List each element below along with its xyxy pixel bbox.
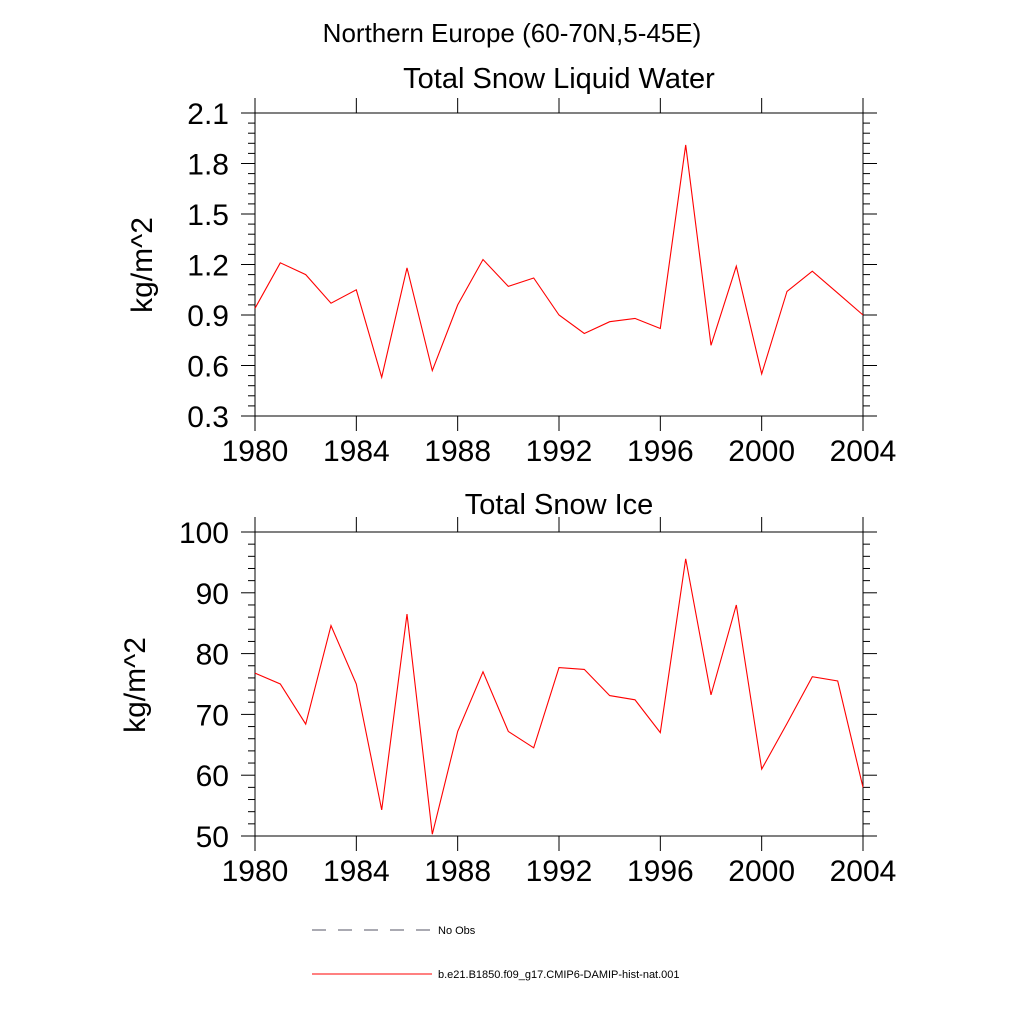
- legend-label-model: b.e21.B1850.f09_g17.CMIP6-DAMIP-hist-nat…: [438, 969, 680, 981]
- legend: No Obs b.e21.B1850.f09_g17.CMIP6-DAMIP-h…: [312, 925, 680, 981]
- y-tick-label: 80: [196, 639, 229, 672]
- y-tick-label: 0.9: [187, 300, 229, 333]
- y-tick-label: 70: [196, 699, 229, 732]
- x-tick-label: 2000: [728, 855, 795, 888]
- panel-title: Total Snow Ice: [465, 489, 654, 521]
- x-tick-label: 1996: [627, 435, 694, 468]
- x-tick-label: 1988: [424, 435, 491, 468]
- y-tick-label: 60: [196, 760, 229, 793]
- series-line: [254, 144, 864, 380]
- y-tick-label: 1.8: [187, 149, 229, 182]
- panel-title: Total Snow Liquid Water: [403, 63, 715, 95]
- y-tick-label: 1.2: [187, 250, 229, 283]
- y-axis-label: kg/m^2: [119, 637, 152, 733]
- y-tick-label: 100: [179, 517, 229, 550]
- x-tick-label: 1988: [424, 855, 491, 888]
- y-tick-label: 90: [196, 578, 229, 611]
- figure-title: Northern Europe (60-70N,5-45E): [323, 18, 702, 48]
- x-tick-label: 2004: [830, 855, 897, 888]
- x-tick-label: 1992: [526, 855, 593, 888]
- x-tick-label: 1984: [323, 855, 390, 888]
- y-tick-label: 50: [196, 821, 229, 854]
- series-line: [254, 558, 864, 835]
- y-tick-label: 2.1: [187, 98, 229, 131]
- x-tick-label: 1984: [323, 435, 390, 468]
- snow-liquid-water-panel: Total Snow Liquid Water kg/m^2 1980 1984 1…: [126, 63, 896, 468]
- y-axis-label: kg/m^2: [126, 217, 159, 313]
- x-tick-label: 1992: [526, 435, 593, 468]
- y-tick-label: 0.6: [187, 351, 229, 384]
- plot-frame: [254, 531, 864, 837]
- y-tick-label: 0.3: [187, 401, 229, 434]
- x-tick-label: 1980: [222, 435, 289, 468]
- plot-frame: [254, 112, 864, 417]
- snow-ice-panel: Total Snow Ice kg/m^2 1980 1984 1988 1992 19…: [119, 489, 896, 888]
- x-tick-label: 1996: [627, 855, 694, 888]
- x-tick-label: 1980: [222, 855, 289, 888]
- y-tick-label: 1.5: [187, 199, 229, 232]
- legend-label-no-obs: No Obs: [438, 925, 476, 937]
- x-tick-label: 2004: [830, 435, 897, 468]
- x-tick-label: 2000: [728, 435, 795, 468]
